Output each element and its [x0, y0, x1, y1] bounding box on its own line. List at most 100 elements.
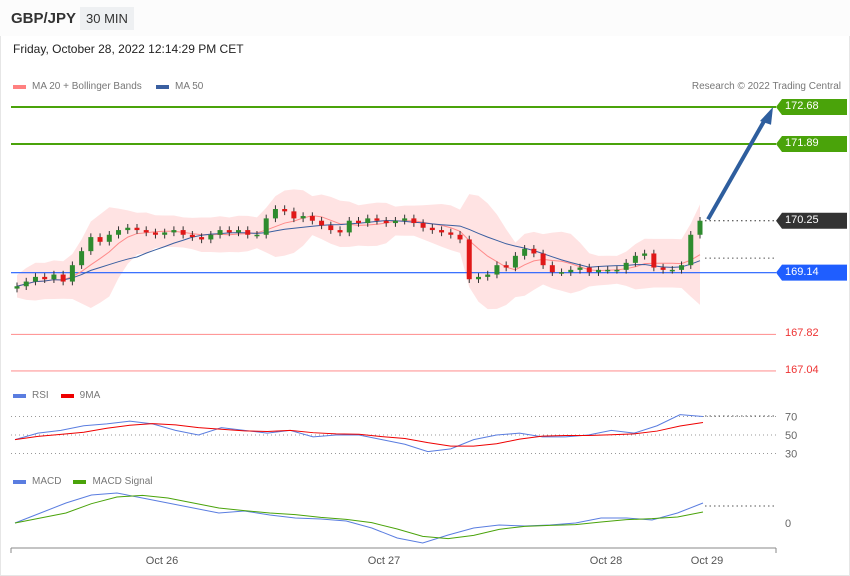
candle-body [328, 225, 334, 231]
x-axis-label: Oct 28 [590, 555, 622, 567]
candle-body [217, 230, 223, 235]
candle-body [512, 255, 518, 268]
candle-body [420, 223, 426, 228]
rsi-level-label: 70 [785, 412, 797, 424]
legend-ma20: MA 20 + Bollinger Bands [13, 81, 142, 92]
timeframe-button[interactable]: 30 MIN [80, 7, 134, 30]
candle-body [466, 239, 472, 280]
candle-body [199, 237, 205, 240]
candle-body [42, 276, 48, 280]
legend-macd-signal-label: MACD Signal [92, 476, 153, 487]
candle-body [365, 218, 371, 224]
candle-body [669, 269, 675, 272]
candle-body [522, 248, 528, 256]
candle-body [642, 253, 648, 256]
target-arrowhead [760, 107, 773, 125]
rsi-level-label: 50 [785, 430, 797, 442]
candle-body [171, 230, 177, 233]
candle-body [485, 274, 491, 277]
x-axis-label: Oct 29 [691, 555, 723, 567]
candle-body [189, 234, 195, 238]
candle-body [97, 237, 103, 242]
candle-body [679, 265, 685, 270]
level-label-current: 170.25 [785, 213, 819, 226]
legend-ma50-label: MA 50 [175, 81, 204, 92]
candle-body [60, 274, 66, 282]
candle-body [402, 218, 408, 221]
level-label-support: 167.04 [785, 363, 819, 376]
candle-body [263, 218, 269, 235]
candle-body [531, 248, 537, 254]
candle-body [503, 265, 509, 268]
candle-body [125, 227, 131, 231]
candle-body [51, 274, 57, 280]
symbol-title: GBP/JPY [11, 10, 77, 27]
legend-macd: MACD MACD Signal [13, 476, 152, 487]
candle-body [457, 234, 463, 240]
candle-body [245, 230, 251, 235]
header: GBP/JPY 30 MIN [0, 0, 850, 36]
candle-body [116, 230, 122, 235]
candle-body [429, 227, 435, 231]
candle-body [79, 251, 85, 266]
candle-body [162, 232, 168, 235]
candle-body [549, 265, 555, 273]
macd-line [14, 492, 704, 544]
legend-rsi: RSI 9MA [13, 390, 100, 401]
candle-body [32, 276, 38, 282]
candle-body [475, 276, 481, 280]
level-tag [776, 264, 847, 281]
candle-body [226, 230, 232, 233]
candle-body [623, 262, 629, 270]
candle-body [614, 269, 620, 272]
level-tag [776, 135, 847, 152]
candle-body [448, 232, 454, 235]
candle-body [319, 220, 325, 226]
candle-body [559, 272, 565, 274]
x-axis-label: Oct 26 [146, 555, 178, 567]
candle-body [208, 234, 214, 240]
candle-body [291, 211, 297, 219]
macd-zero-label: 0 [785, 518, 791, 530]
candle-body [106, 234, 112, 242]
legend-macd-label: MACD [32, 476, 62, 487]
candle-body [411, 218, 417, 224]
macd-signal-line [14, 494, 704, 540]
candle-body [568, 269, 574, 273]
candle-body [309, 216, 315, 221]
candle-body [356, 220, 361, 224]
candle-body [180, 230, 186, 235]
candle-body [697, 220, 703, 235]
bollinger-band [17, 189, 700, 310]
candle-body [254, 234, 260, 237]
candle-body [632, 255, 638, 263]
level-label-resistance: 172.68 [785, 100, 819, 112]
credit-text: Research © 2022 Trading Central [691, 81, 841, 92]
candle-body [272, 209, 278, 219]
timestamp: Friday, October 28, 2022 12:14:29 PM CET [13, 42, 244, 56]
candle-body [282, 209, 288, 212]
rsi-ma-line [14, 422, 704, 447]
x-axis-label: Oct 27 [368, 555, 400, 567]
candle-body [494, 265, 500, 275]
candle-body [439, 230, 445, 233]
legend-ma50: MA 50 [156, 81, 203, 92]
candle-body [577, 267, 583, 270]
target-arrow [706, 116, 768, 221]
candle-body [14, 286, 20, 289]
level-label-support: 167.82 [785, 327, 819, 340]
candle-body [595, 269, 601, 273]
candle-body [134, 227, 140, 231]
candle-body [688, 234, 694, 266]
level-label-resistance: 171.89 [785, 136, 819, 149]
candle-body [586, 267, 592, 273]
candle-body [346, 220, 352, 233]
legend-ma20-label: MA 20 + Bollinger Bands [32, 81, 142, 92]
rsi-level-label: 30 [785, 449, 797, 461]
candle-body [23, 281, 29, 287]
candle-body [69, 265, 75, 282]
level-label-pivot: 169.14 [785, 265, 819, 278]
candle-body [660, 267, 666, 270]
level-tag [776, 212, 847, 229]
